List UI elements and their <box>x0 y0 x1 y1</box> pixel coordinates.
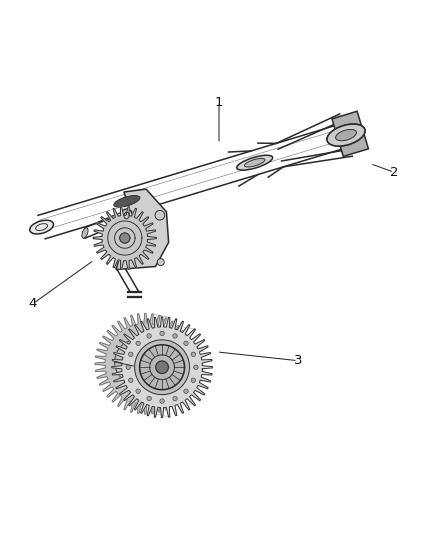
Ellipse shape <box>121 209 132 222</box>
Ellipse shape <box>155 211 165 220</box>
Text: 2: 2 <box>390 166 399 179</box>
Ellipse shape <box>147 334 151 338</box>
Ellipse shape <box>341 133 351 138</box>
Text: 1: 1 <box>215 96 223 109</box>
Ellipse shape <box>120 233 130 243</box>
Ellipse shape <box>126 365 131 369</box>
Ellipse shape <box>136 389 140 393</box>
Ellipse shape <box>30 220 53 234</box>
Ellipse shape <box>336 130 357 141</box>
Polygon shape <box>156 361 168 374</box>
Ellipse shape <box>194 365 198 369</box>
Text: 4: 4 <box>28 297 37 310</box>
Ellipse shape <box>327 124 365 146</box>
Ellipse shape <box>191 378 195 382</box>
Polygon shape <box>95 313 196 414</box>
Ellipse shape <box>237 155 272 170</box>
Ellipse shape <box>173 334 177 338</box>
Polygon shape <box>332 111 368 156</box>
Ellipse shape <box>173 397 177 401</box>
Polygon shape <box>134 340 190 394</box>
Ellipse shape <box>244 158 265 167</box>
Polygon shape <box>140 345 184 390</box>
Ellipse shape <box>129 352 133 357</box>
Ellipse shape <box>82 228 88 238</box>
Polygon shape <box>93 207 156 269</box>
Polygon shape <box>112 317 212 418</box>
Text: 3: 3 <box>293 354 302 367</box>
Ellipse shape <box>184 389 188 393</box>
Ellipse shape <box>114 196 140 207</box>
Ellipse shape <box>327 124 365 146</box>
Ellipse shape <box>160 399 164 403</box>
Ellipse shape <box>157 259 164 265</box>
Ellipse shape <box>160 331 164 336</box>
Ellipse shape <box>184 341 188 345</box>
Polygon shape <box>116 189 169 270</box>
Ellipse shape <box>336 130 357 141</box>
Ellipse shape <box>129 378 133 382</box>
Ellipse shape <box>147 397 151 401</box>
Ellipse shape <box>191 352 195 357</box>
Ellipse shape <box>136 341 140 345</box>
